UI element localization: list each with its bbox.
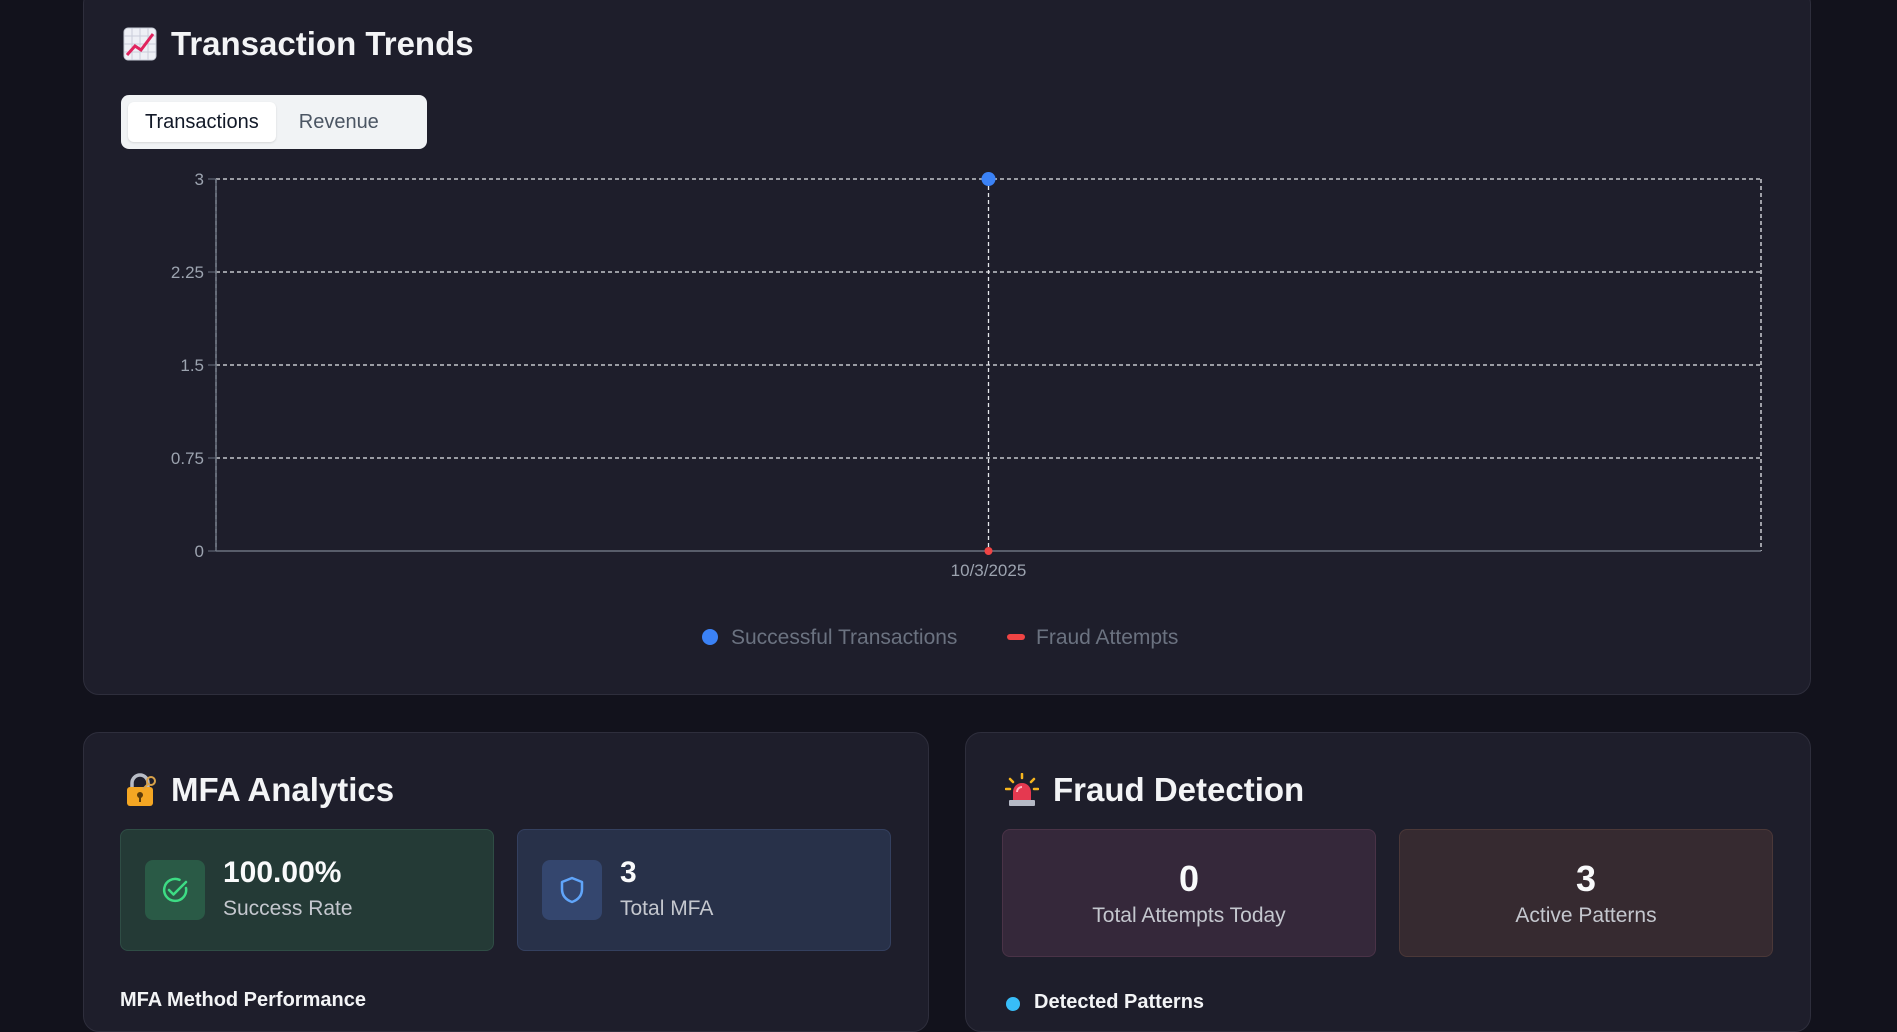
legend-marker xyxy=(702,629,718,645)
detected-patterns-title: Detected Patterns xyxy=(1034,991,1205,1013)
y-tick-label: 1.5 xyxy=(180,356,204,375)
y-tick-label: 0.75 xyxy=(171,449,204,468)
fraud-detection-card: Fraud Detection 0 Total Attempts Today 3… xyxy=(965,732,1811,1032)
total-mfa-card: 3 Total MFA xyxy=(517,829,891,951)
detected-patterns-dot-icon xyxy=(1006,997,1020,1011)
y-tick-label: 0 xyxy=(195,542,204,561)
active-patterns-card: 3 Active Patterns xyxy=(1399,829,1773,957)
mfa-title: MFA Analytics xyxy=(171,771,395,808)
total-attempts-label: Total Attempts Today xyxy=(1092,904,1286,927)
chart-increasing-icon xyxy=(123,27,157,61)
mfa-analytics-header: MFA Analytics xyxy=(123,771,394,809)
y-tick-label: 3 xyxy=(195,170,204,189)
success-rate-value: 100.00% xyxy=(223,856,342,889)
legend-label: Successful Transactions xyxy=(731,626,957,649)
tab-transactions[interactable]: Transactions xyxy=(128,102,276,142)
shield-icon xyxy=(542,860,602,920)
transaction-trends-card: Transaction Trends Transactions Revenue … xyxy=(83,0,1811,695)
mfa-analytics-card: MFA Analytics 100.00% Success Rate 3 Tot… xyxy=(83,732,929,1032)
fraud-detection-header: Fraud Detection xyxy=(1004,771,1305,809)
total-mfa-label: Total MFA xyxy=(620,897,714,920)
total-attempts-card: 0 Total Attempts Today xyxy=(1002,829,1376,957)
series-point-successful xyxy=(981,172,996,186)
chart-tabs: Transactions Revenue xyxy=(121,95,427,149)
tab-revenue[interactable]: Revenue xyxy=(298,110,379,133)
legend-marker xyxy=(1007,634,1025,640)
success-rate-card: 100.00% Success Rate xyxy=(120,829,494,951)
total-attempts-value: 0 xyxy=(1178,858,1200,899)
page-title: Transaction Trends xyxy=(171,25,474,62)
success-rate-label: Success Rate xyxy=(223,897,353,920)
lock-key-icon xyxy=(123,773,157,807)
total-mfa-value: 3 xyxy=(620,856,637,889)
series-point-fraud xyxy=(984,547,993,555)
fraud-title: Fraud Detection xyxy=(1053,771,1305,808)
transaction-trends-header: Transaction Trends xyxy=(123,25,474,63)
mfa-method-performance-title: MFA Method Performance xyxy=(120,989,366,1011)
legend-label: Fraud Attempts xyxy=(1036,626,1178,649)
transaction-chart: 0 0.75 1.5 2.25 3 10/3/2025 Successful Transac… xyxy=(171,170,1762,649)
police-light-icon xyxy=(1004,772,1040,807)
active-patterns-value: 3 xyxy=(1575,858,1597,899)
check-circle-icon xyxy=(145,860,205,920)
active-patterns-label: Active Patterns xyxy=(1515,904,1657,927)
x-tick-label: 10/3/2025 xyxy=(951,561,1027,580)
y-tick-label: 2.25 xyxy=(171,263,204,282)
